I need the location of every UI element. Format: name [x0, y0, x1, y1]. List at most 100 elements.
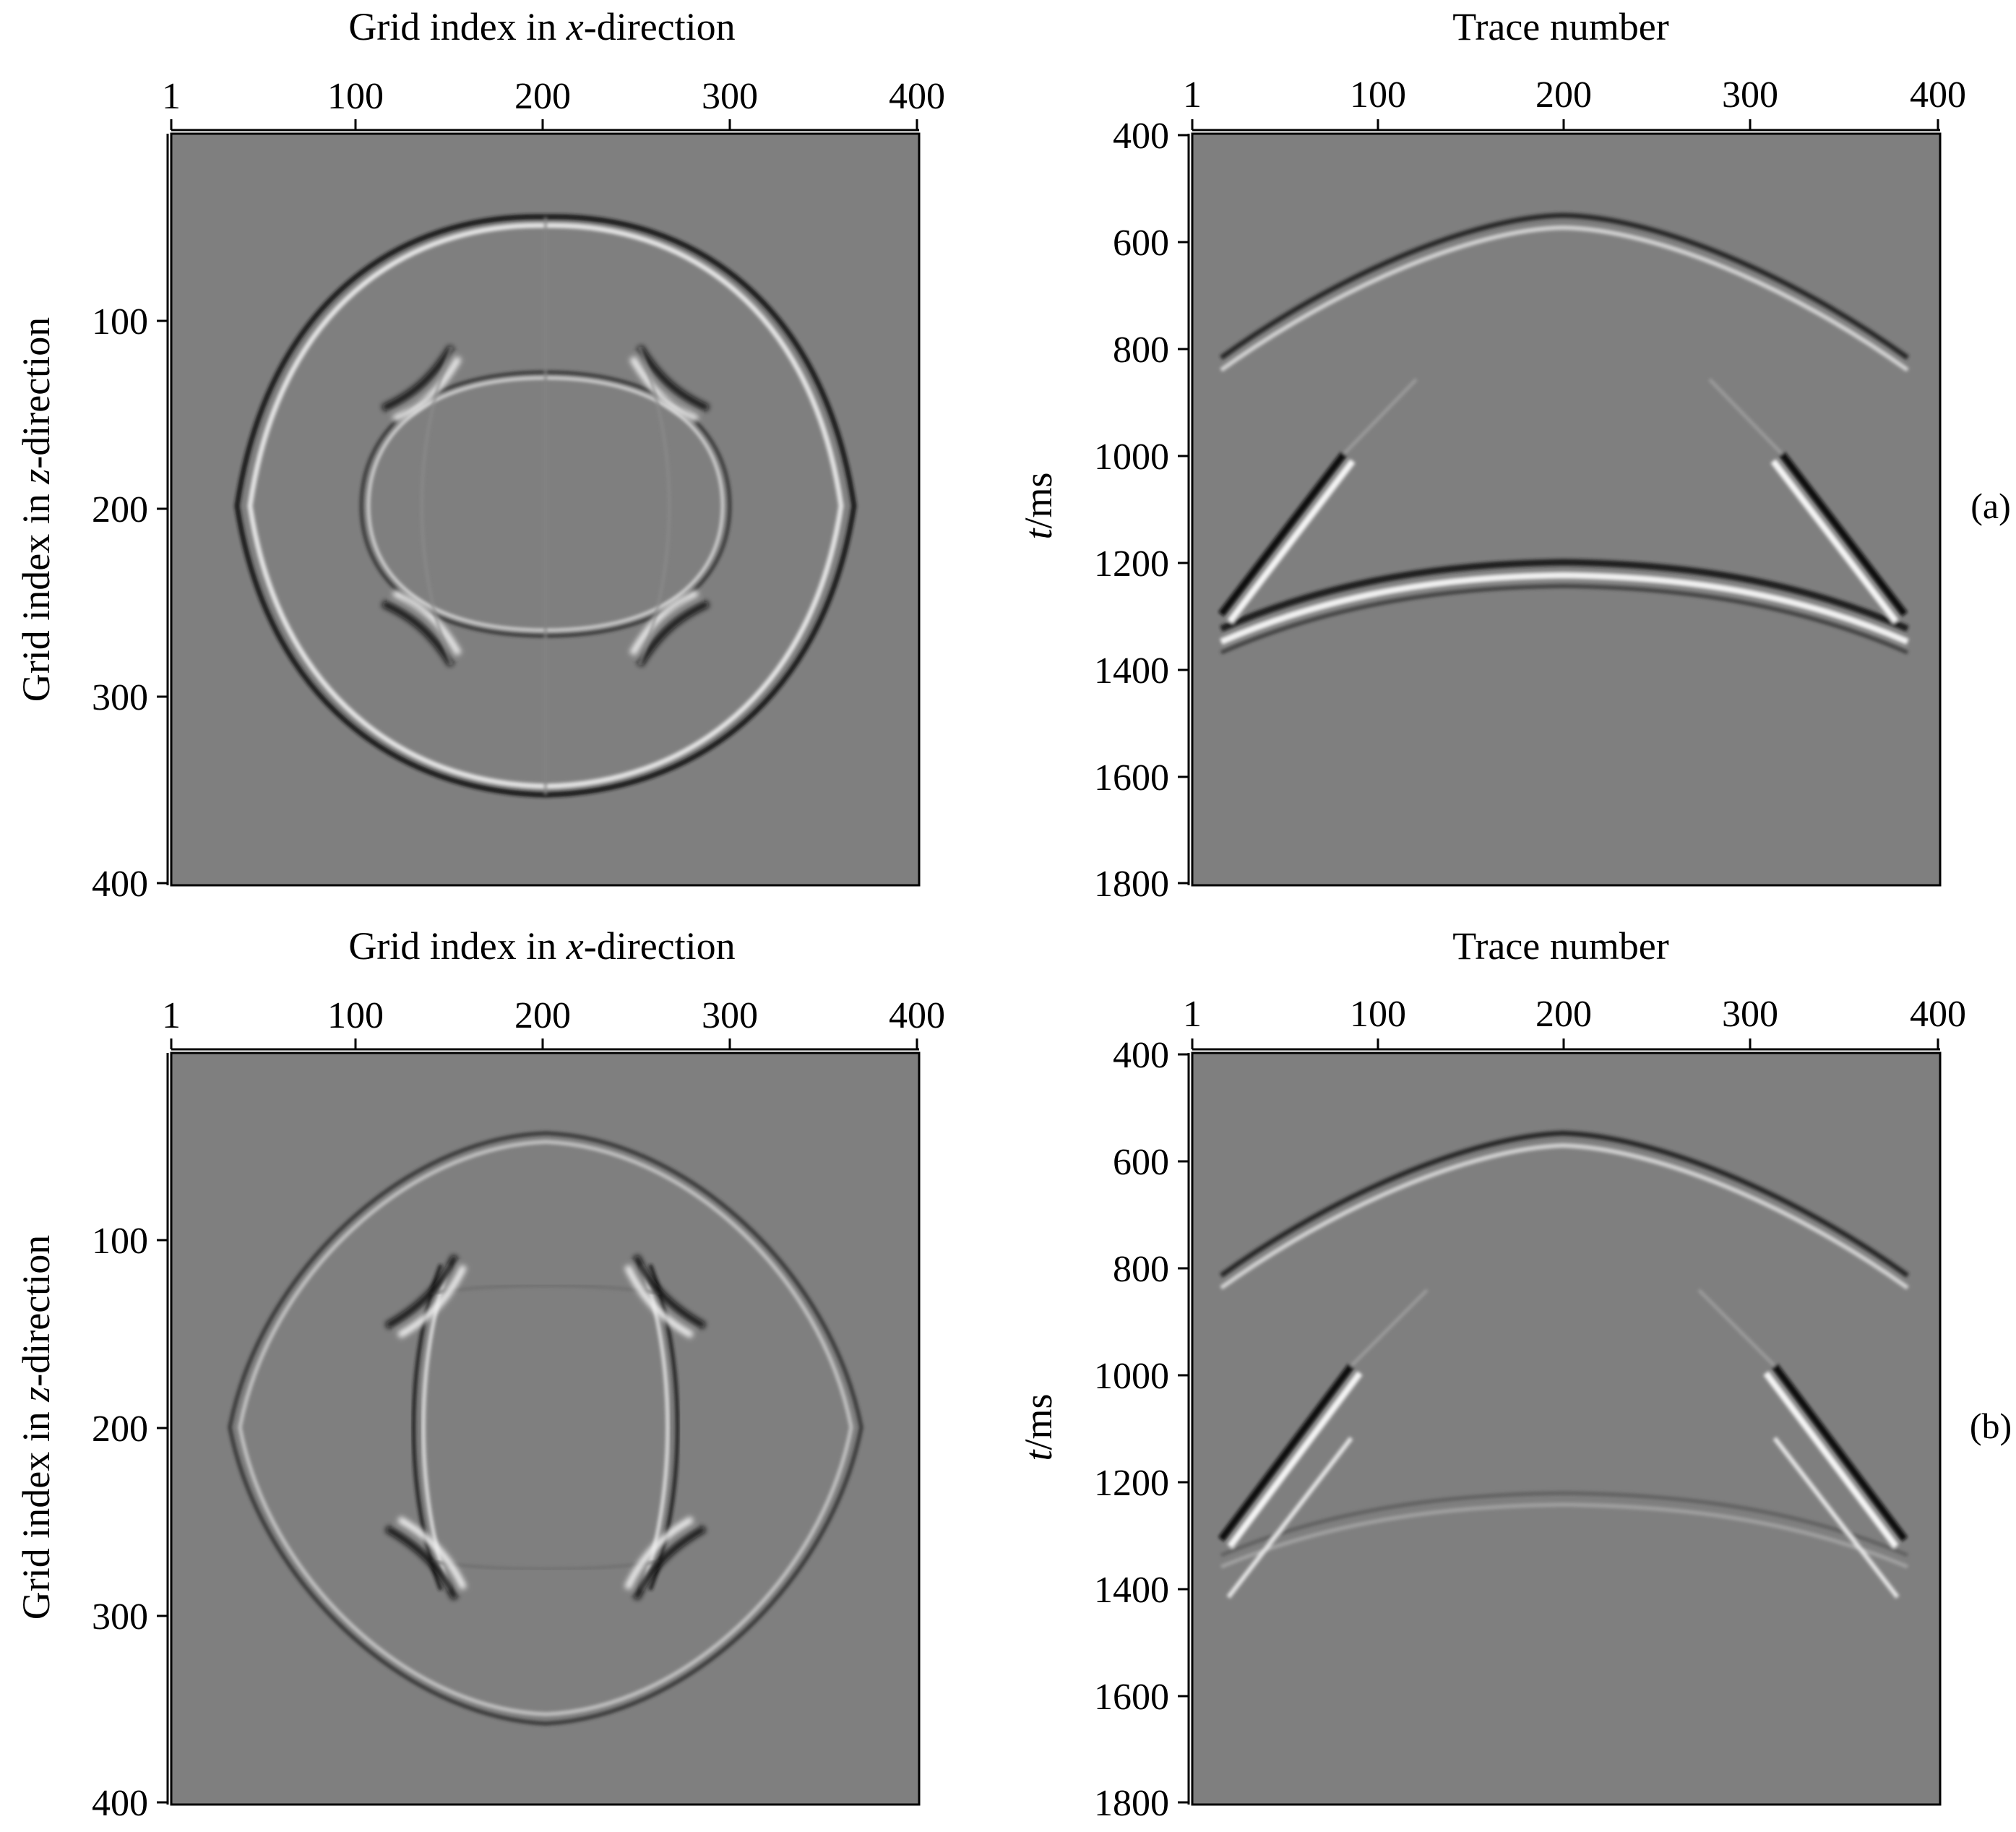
b-steep-right-dark [1772, 1364, 1908, 1541]
panel-a-record-y-ticks [1178, 134, 1189, 885]
y-title-var: t [1017, 1449, 1060, 1461]
a-cusp-top-right-light [629, 356, 699, 423]
a-faint-left [421, 346, 453, 666]
panel-b-snapshot-x-tick-label: 200 [514, 995, 571, 1036]
a-steep-right-dark [1779, 451, 1908, 617]
panel-a-snapshot-y-ticks [157, 319, 168, 885]
x-title-pre: Grid index in [348, 924, 566, 968]
panel-b-record-y-tick-label: 1200 [1094, 1463, 1169, 1504]
a-steep-right-faint [1708, 378, 1783, 455]
a-steep-left-light [1227, 459, 1356, 624]
b-cusp-top-right-light [624, 1265, 694, 1338]
a-reflection-dark [1220, 559, 1909, 632]
b-cusp-bottom-left [384, 1526, 459, 1600]
x-title-var: x [566, 924, 584, 968]
panel-a-record-x-tick-label: 400 [1910, 74, 1966, 116]
panel-a-record-y-tick-label: 1400 [1094, 650, 1169, 692]
panel-b-snapshot-x-tick-label: 100 [327, 995, 384, 1036]
panel-a-record-events [1218, 212, 1910, 655]
panel-b-record-x-ticks [1191, 1038, 1939, 1049]
b-cusp-bottom-left-light [397, 1516, 468, 1590]
a-direct-wave-dark [1219, 212, 1910, 360]
panel-b-snapshot-x-title: Grid index in x-direction [348, 924, 735, 968]
a-faint-right [638, 346, 671, 666]
panel-b-record-x-tick-label: 200 [1535, 994, 1592, 1035]
panel-b-record-y-tick-label: 800 [1113, 1249, 1169, 1290]
panel-a-snapshot-y-tick-label: 100 [92, 301, 148, 343]
panel-b-record-y-tick-label: 1400 [1094, 1570, 1169, 1611]
panel-b-record-x-tick-label: 1 [1183, 994, 1202, 1035]
panel-a-record-x-title: Trace number [1452, 5, 1668, 48]
panel-b-snapshot-y-ticks [157, 1239, 168, 1804]
panel-b-record-x-tick-label: 400 [1910, 994, 1966, 1035]
panel-a-snapshot-x-tick-label: 100 [327, 76, 384, 117]
panel-a-record-x-tick-label: 1 [1183, 74, 1202, 116]
panel-b-record-frame [1191, 1052, 1942, 1806]
panel-a-record-x-tick-label: 100 [1350, 74, 1406, 116]
panel-b-record-y-tick-label: 600 [1113, 1142, 1169, 1183]
panel-b-record-x-title: Trace number [1452, 924, 1668, 968]
panel-a-record-x-tick-label: 300 [1722, 74, 1778, 116]
panel-a-record-y-tick-label: 1200 [1094, 543, 1169, 585]
panel-a-label: (a) [1970, 486, 2011, 526]
panel-a-record-y-title: t/ms [1017, 472, 1060, 539]
b-steep-right2 [1772, 1437, 1900, 1599]
panel-a-snapshot-wavefronts [234, 214, 857, 798]
x-title-post: -direction [584, 924, 736, 968]
a-direct-wave-light [1220, 225, 1909, 372]
a-cusp-top-right [637, 345, 710, 412]
panel-a-record-y-tick-label: 1000 [1094, 437, 1169, 478]
b-inner-top [429, 1283, 662, 1295]
b-inner-left [412, 1264, 443, 1591]
panel-b-snapshot-y-tick-label: 300 [92, 1596, 148, 1638]
a-cusp-top-left [382, 345, 455, 412]
b-cusp-top-left [384, 1255, 459, 1329]
b-direct-wave-dark [1219, 1130, 1910, 1278]
b-steep-right-faint [1697, 1289, 1776, 1367]
panel-a-record-y-tick-label: 1800 [1094, 864, 1169, 905]
b-cusp-bottom-right [632, 1526, 707, 1600]
a-cusp-top-left-light [392, 356, 462, 423]
panel-b-record-x-tick-label: 100 [1350, 994, 1406, 1035]
b-outer-wavefront-dark [228, 1131, 863, 1726]
panel-b-snapshot-y-tick-label: 100 [92, 1221, 148, 1262]
a-steep-right-light [1770, 459, 1899, 624]
panel-b-snapshot-x-tick-label: 1 [162, 995, 181, 1036]
x-title-var: x [566, 5, 584, 48]
panel-b-label: (b) [1970, 1406, 2012, 1446]
panel-b-snapshot-y-tick-label: 400 [92, 1783, 148, 1824]
a-cusp-bottom-left [382, 600, 455, 667]
panel-b-record-y-tick-label: 400 [1113, 1035, 1169, 1076]
panel-a-snapshot-y-tick-label: 300 [92, 677, 148, 718]
panel-a-snapshot-x-tick-label: 200 [514, 76, 571, 117]
a-steep-left-dark [1218, 451, 1347, 617]
panel-b-snapshot-y-title: Grid index in z-direction [14, 1235, 58, 1620]
panel-a-snapshot-frame [170, 132, 921, 887]
panel-a-snapshot-y-title: Grid index in z-direction [14, 317, 58, 702]
y-title-post: /ms [1017, 1393, 1060, 1450]
b-cusp-top-left-light [397, 1265, 468, 1338]
y-title-var: z [14, 469, 58, 485]
b-inner-bottom [429, 1560, 662, 1571]
b-direct-wave-light [1220, 1143, 1909, 1290]
panel-a-snapshot-x-tick-label: 300 [702, 76, 758, 117]
panel-a-snapshot-y-tick-label: 400 [92, 864, 148, 905]
y-title-post: /ms [1017, 472, 1060, 528]
a-reflection-light [1220, 572, 1909, 645]
b-outer-wavefront-light [238, 1140, 853, 1716]
x-title-post: -direction [584, 5, 736, 48]
y-title-post: -direction [14, 1235, 58, 1387]
panel-a-snapshot-x-title: Grid index in x-direction [348, 5, 735, 48]
panel-a-snapshot-x-tick-label: 400 [889, 76, 945, 117]
panel-a-snapshot-y-tick-label: 200 [92, 489, 148, 530]
x-title-pre: Grid index in [348, 5, 566, 48]
panel-b-record: 1 100 200 300 400 Trace number 400 600 8… [1017, 924, 2012, 1824]
panel-a-record-y-tick-label: 800 [1113, 330, 1169, 371]
panel-b-snapshot-image-background [171, 1053, 919, 1805]
a-cusp-bottom-left-light [392, 589, 462, 656]
panel-a-snapshot-x-tick-label: 1 [162, 76, 181, 117]
y-title-var: t [1017, 528, 1060, 540]
panel-a-record-y-tick-label: 1600 [1094, 757, 1169, 799]
panel-a-record-y-tick-label: 600 [1113, 223, 1169, 264]
